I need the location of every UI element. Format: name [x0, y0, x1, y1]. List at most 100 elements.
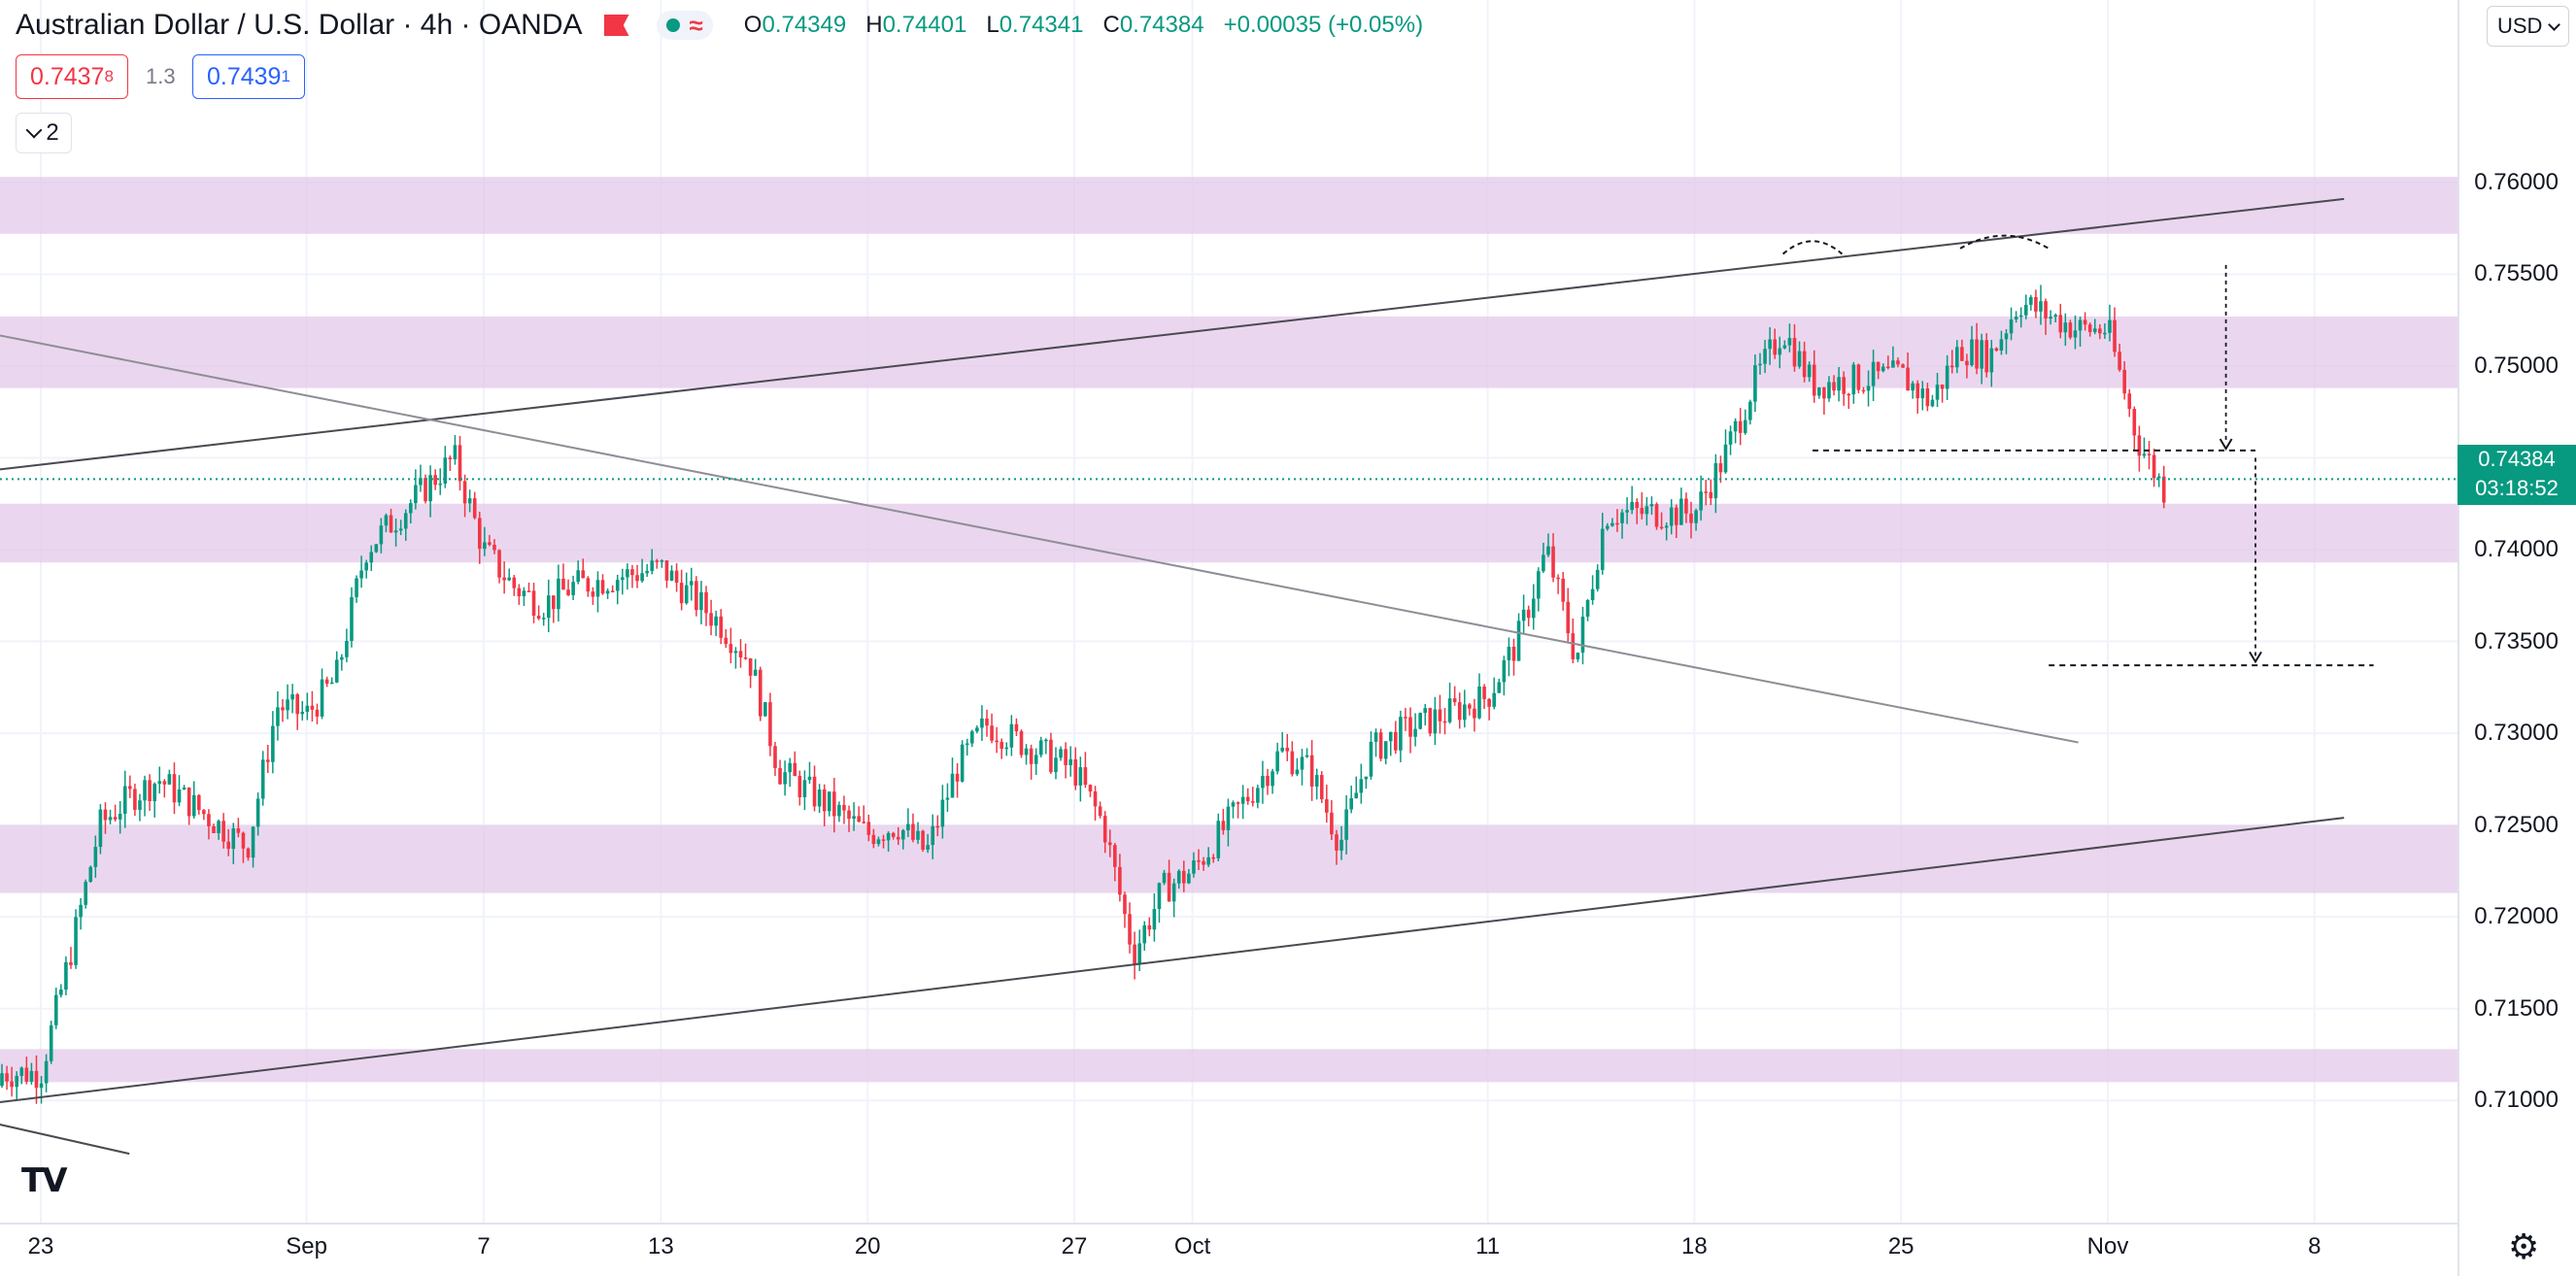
candle	[5, 1065, 9, 1091]
candle	[2127, 388, 2132, 418]
candle	[467, 489, 472, 513]
candle	[571, 575, 575, 600]
candlestick-series	[0, 285, 2166, 1104]
candle	[246, 847, 251, 861]
price-tick-label: 0.73000	[2474, 720, 2559, 747]
candle	[714, 610, 718, 637]
candle	[492, 539, 496, 554]
candle	[1832, 375, 1836, 396]
ohlc-low: L0.74341	[986, 12, 1084, 38]
candle	[1871, 350, 1876, 401]
candle	[1595, 564, 1600, 592]
candle	[1261, 760, 1265, 804]
candle	[1383, 741, 1388, 765]
buy-button[interactable]: 0.7439 1	[192, 54, 305, 99]
candle	[748, 657, 753, 688]
candle	[88, 865, 93, 883]
candle	[1093, 786, 1098, 822]
candle	[1314, 768, 1319, 800]
candle	[1231, 800, 1236, 819]
candle	[1123, 891, 1127, 928]
symbol-title[interactable]: Australian Dollar / U.S. Dollar · 4h · O…	[16, 9, 583, 41]
candle	[906, 808, 910, 837]
candle	[1335, 829, 1339, 865]
indicators-count: 2	[46, 119, 59, 146]
candle	[167, 769, 172, 786]
candle	[797, 770, 802, 806]
candle	[379, 518, 384, 554]
candle	[621, 568, 625, 595]
candle	[1679, 487, 1683, 525]
candle	[74, 909, 78, 969]
currency-button[interactable]: USD	[2487, 6, 2570, 47]
candle	[458, 435, 462, 491]
candle	[310, 690, 315, 722]
candle	[645, 563, 649, 578]
candle	[1477, 673, 1481, 720]
candle	[1305, 748, 1309, 758]
candle	[389, 508, 393, 533]
flag-icon[interactable]	[603, 15, 629, 36]
market-status[interactable]: ≈	[656, 11, 713, 40]
candle	[241, 831, 246, 863]
candle	[1354, 776, 1359, 799]
candle	[300, 700, 305, 721]
candle	[911, 813, 915, 843]
candle	[98, 804, 103, 855]
candle	[315, 703, 320, 724]
candle	[1891, 346, 1895, 368]
candle	[162, 779, 167, 798]
candle	[1024, 744, 1029, 765]
candle	[1044, 738, 1048, 755]
candle	[1526, 605, 1531, 627]
candle	[1970, 325, 1974, 367]
candle	[729, 627, 733, 664]
tradingview-logo-icon[interactable]: TV	[21, 1161, 67, 1200]
indicators-toggle[interactable]: 2	[16, 113, 72, 153]
time-tick-label: 23	[27, 1233, 54, 1259]
price-tick-label: 0.71500	[2474, 994, 2559, 1022]
candle	[1211, 854, 1216, 863]
candle	[1954, 340, 1959, 374]
candle	[891, 831, 896, 840]
candle	[595, 571, 600, 613]
candle	[1989, 339, 1994, 387]
sell-button[interactable]: 0.7437 8	[16, 54, 128, 99]
time-tick-label: 20	[854, 1233, 881, 1259]
candle	[1654, 502, 1659, 530]
candle	[1551, 533, 1555, 583]
candle	[626, 563, 629, 590]
candle	[276, 690, 280, 741]
time-tick-label: 8	[2308, 1233, 2322, 1259]
candle	[2132, 406, 2137, 451]
price-tick-label: 0.73500	[2474, 627, 2559, 655]
candle	[202, 809, 206, 821]
candle	[1516, 613, 1521, 661]
candle	[290, 684, 294, 714]
price-zone	[0, 503, 2458, 563]
candle	[758, 666, 763, 722]
candle	[1531, 584, 1536, 630]
price-zone	[0, 177, 2458, 234]
candle	[916, 822, 920, 845]
candle	[1689, 501, 1693, 539]
candle	[1546, 533, 1550, 557]
candle	[743, 643, 748, 660]
time-tick-label: Sep	[286, 1233, 327, 1259]
candle	[2063, 313, 2068, 347]
candle	[1930, 394, 1935, 408]
candle	[1542, 542, 1545, 574]
price-tick-label: 0.74000	[2474, 536, 2559, 562]
candle	[1822, 386, 1826, 416]
candle	[1778, 336, 1782, 369]
candle	[1768, 326, 1772, 365]
candle	[1615, 509, 1619, 532]
candle	[438, 468, 443, 495]
candle	[271, 711, 275, 774]
gear-icon[interactable]: ⚙	[2508, 1226, 2540, 1266]
candle	[610, 585, 615, 593]
candle	[320, 668, 324, 720]
candle	[1142, 921, 1147, 951]
candle	[1807, 361, 1812, 383]
